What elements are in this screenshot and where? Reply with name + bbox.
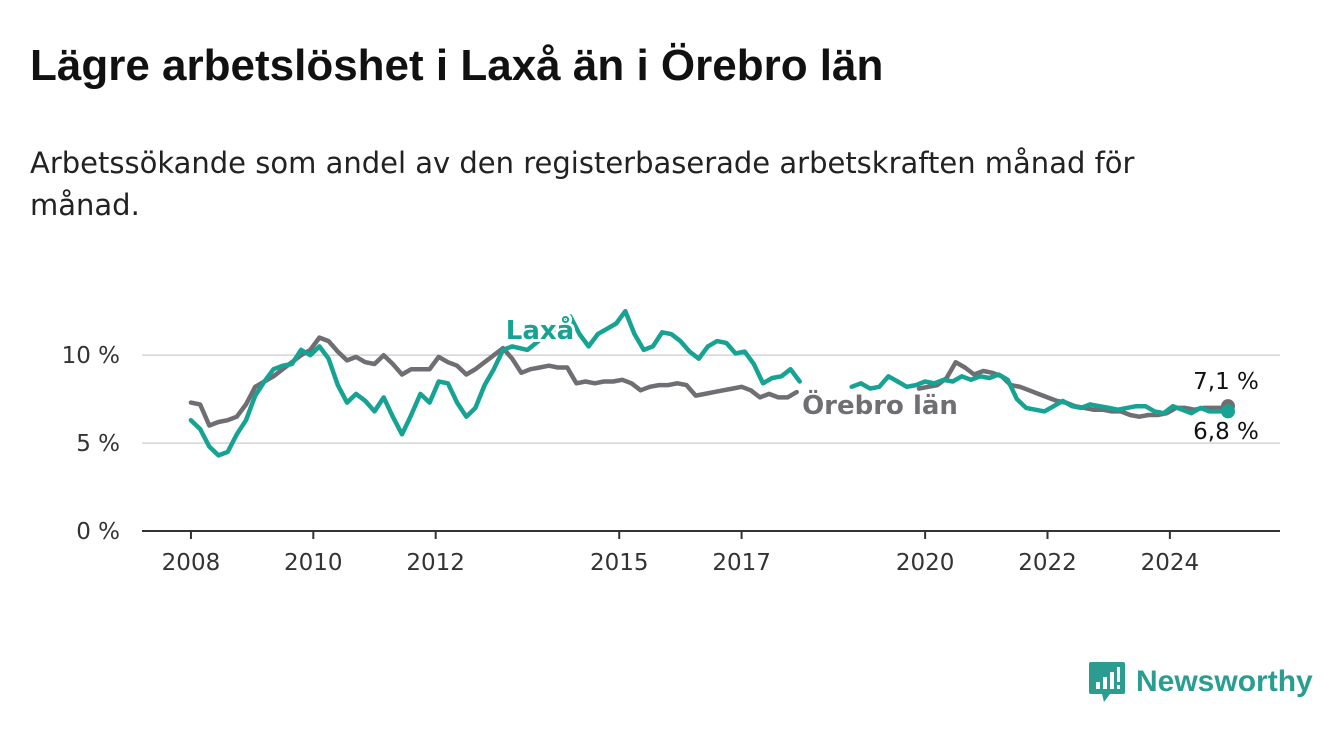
series-end-value: 6,8 % <box>1193 419 1259 445</box>
series-end-marker <box>1220 404 1235 419</box>
chart-subtitle: Arbetssökande som andel av den registerb… <box>30 146 1135 222</box>
x-tick-label: 2022 <box>1018 550 1077 576</box>
series-label: Laxå <box>506 314 574 346</box>
y-tick-label: 5 % <box>76 431 120 457</box>
series-label-halo: Örebro län <box>802 388 958 421</box>
series-label-halo: Laxå <box>506 314 574 346</box>
x-tick-label: 2012 <box>406 550 465 576</box>
grid-lines <box>142 354 1280 444</box>
series-lines <box>188 308 1235 458</box>
newsworthy-logo-icon <box>1089 662 1125 702</box>
series-label: Örebro län <box>802 388 958 421</box>
brand-name: Newsworthy <box>1136 665 1313 698</box>
axes: 0 % 5 % 10 % 2008 2010 2012 2015 2017 2020 2022 20… <box>62 343 1280 576</box>
x-tick-label: 2024 <box>1141 550 1200 576</box>
series-line <box>849 372 1231 416</box>
x-tick-label: 2008 <box>162 550 221 576</box>
series-line <box>188 308 802 458</box>
x-tick-label: 2020 <box>896 550 955 576</box>
x-tick-label: 2017 <box>712 550 771 576</box>
y-tick-label: 0 % <box>76 519 120 545</box>
x-tick-label: 2010 <box>284 550 343 576</box>
y-tick-label: 10 % <box>62 343 120 369</box>
newsworthy-brand: Newsworthy <box>1088 660 1313 704</box>
x-tick-label: 2015 <box>590 550 649 576</box>
series-end-value: 7,1 % <box>1193 369 1259 395</box>
chart-title: Lägre arbetslöshet i Laxå än i Örebro lä… <box>30 41 884 90</box>
